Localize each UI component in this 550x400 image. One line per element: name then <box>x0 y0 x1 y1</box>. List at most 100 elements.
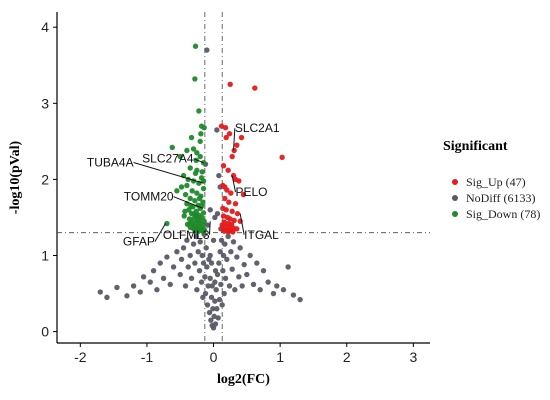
data-point <box>197 239 203 245</box>
legend-title: Significant <box>443 139 508 154</box>
data-point <box>164 220 170 227</box>
data-point <box>209 283 215 289</box>
data-point <box>196 268 203 274</box>
data-point <box>232 287 238 293</box>
data-point <box>210 306 216 312</box>
data-point <box>192 198 198 204</box>
legend-entry: Sig_Down (78) <box>466 207 540 221</box>
data-point <box>205 283 211 289</box>
data-point <box>247 252 253 259</box>
data-point <box>160 275 167 282</box>
data-point <box>226 131 233 137</box>
data-point <box>204 47 210 53</box>
data-point <box>192 260 198 266</box>
annotation-label: SLC2A1 <box>235 121 280 135</box>
y-axis-label: -log10(pVal) <box>8 140 23 214</box>
annotation-label: OLFML3 <box>163 228 210 242</box>
data-point <box>188 275 195 282</box>
data-point <box>196 217 202 223</box>
data-point <box>237 245 243 251</box>
annotation-leader <box>209 221 211 235</box>
data-point <box>214 306 220 312</box>
data-point <box>140 274 147 280</box>
data-point <box>192 170 199 177</box>
data-point <box>186 220 193 227</box>
data-point <box>207 207 213 213</box>
data-point <box>279 154 285 161</box>
data-point <box>188 134 195 141</box>
data-point <box>228 248 234 255</box>
data-point <box>167 281 173 288</box>
data-point <box>221 228 227 234</box>
legend: Significant Sig_Up (47) NoDiff (6133) Sig_… <box>443 139 540 221</box>
data-point <box>222 241 228 247</box>
annotation-label: PELO <box>236 185 268 199</box>
annotation-label: GFAP <box>123 235 155 249</box>
data-point <box>222 124 229 131</box>
legend-entry: Sig_Up (47) <box>466 175 526 189</box>
data-point <box>192 76 198 82</box>
data-point <box>178 256 185 262</box>
data-point <box>252 85 258 91</box>
series-sig-up <box>218 81 285 235</box>
annotation-label: TUBA4A <box>87 155 134 169</box>
data-point <box>200 185 207 192</box>
data-point <box>260 268 267 274</box>
data-point <box>198 131 204 137</box>
data-point <box>203 245 209 251</box>
data-point <box>241 261 247 268</box>
data-point <box>182 208 188 215</box>
data-point <box>274 283 280 289</box>
x-tick-label: -1 <box>141 349 154 365</box>
data-point <box>270 290 277 297</box>
data-point <box>232 176 239 183</box>
x-tick-label: 3 <box>409 349 417 365</box>
y-tick-label: 0 <box>41 324 49 340</box>
data-point <box>207 252 213 259</box>
data-point <box>114 284 120 291</box>
data-point <box>232 201 239 207</box>
data-point <box>197 138 203 145</box>
legend-marker <box>452 195 458 201</box>
data-point <box>190 241 197 247</box>
annotation-leader <box>231 175 236 193</box>
data-point <box>190 225 196 231</box>
data-point <box>187 165 193 171</box>
data-point <box>210 237 217 243</box>
data-point <box>194 190 200 196</box>
data-point <box>150 268 157 274</box>
plot-area: -2 -1 0 1 2 3 0 1 2 3 4 SLC2A1 SLC27A4 TUBA4A PELO TOMM… <box>41 12 430 365</box>
data-point <box>204 222 211 228</box>
data-point <box>216 260 222 266</box>
data-point <box>250 281 257 288</box>
data-point <box>174 248 180 255</box>
legend-entry: NoDiff (6133) <box>466 191 535 205</box>
data-point <box>212 279 218 285</box>
data-point <box>212 268 219 274</box>
data-point <box>154 287 160 293</box>
x-tick-label: 0 <box>210 349 218 365</box>
annotation-label: SLC27A4 <box>142 152 194 166</box>
data-point <box>265 279 271 285</box>
data-point <box>200 210 207 216</box>
data-point <box>220 268 226 274</box>
y-tick-label: 4 <box>41 19 49 35</box>
data-point <box>194 287 200 293</box>
data-point <box>208 317 214 323</box>
data-point <box>240 191 247 198</box>
data-point <box>193 233 199 240</box>
x-tick-label: -2 <box>74 349 87 365</box>
data-point <box>208 260 215 266</box>
data-point <box>220 252 227 259</box>
data-point <box>212 214 218 221</box>
data-point <box>244 271 250 278</box>
annotation-label: ITGAL <box>244 228 279 242</box>
data-point <box>184 237 190 243</box>
x-tick-label: 2 <box>343 349 351 365</box>
data-point <box>124 293 130 299</box>
data-point <box>254 260 260 266</box>
data-point <box>177 271 183 278</box>
data-point <box>290 292 297 298</box>
data-point <box>130 283 137 289</box>
